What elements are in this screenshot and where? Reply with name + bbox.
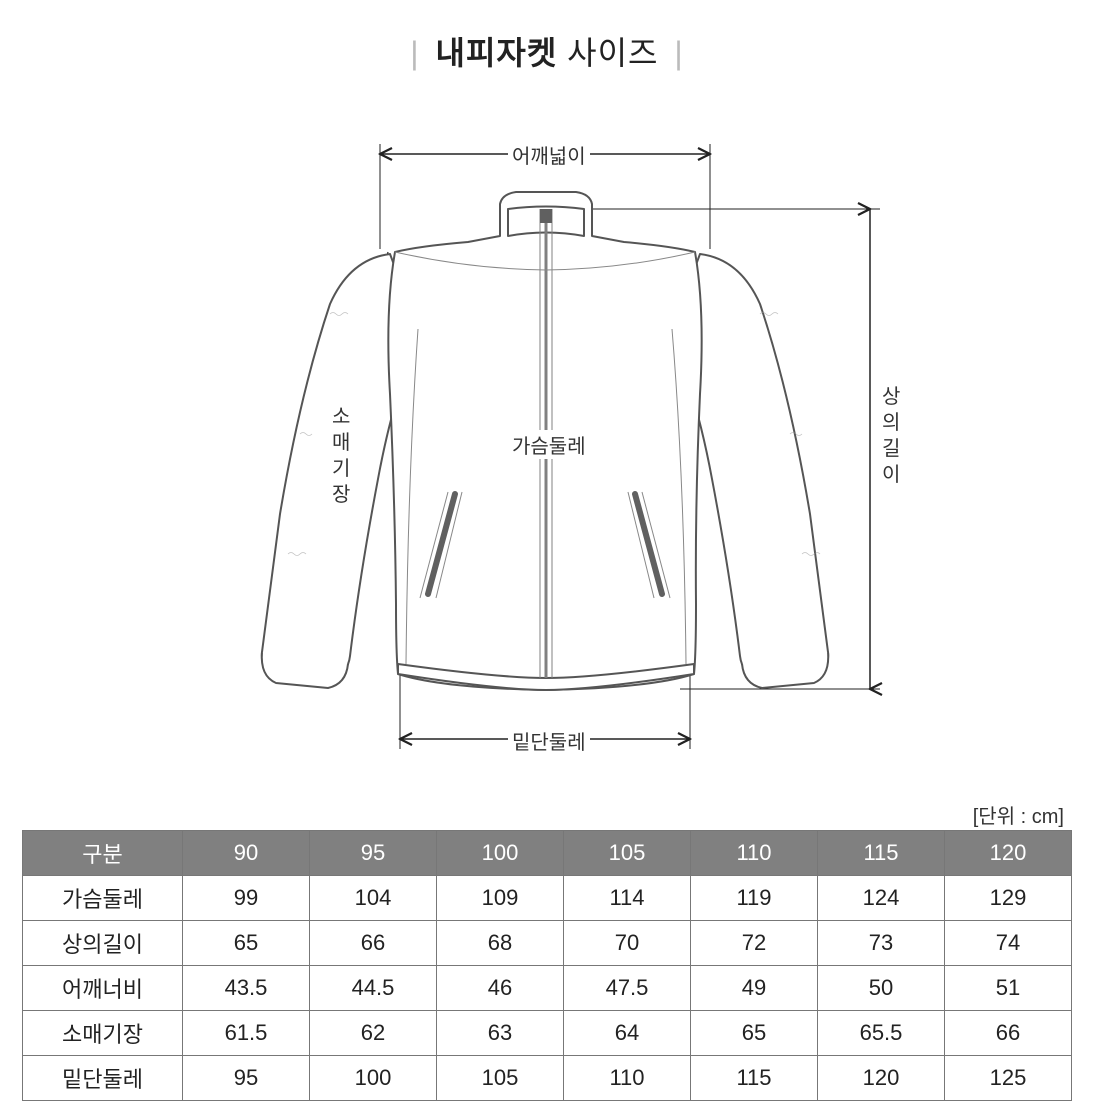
unit-label: [단위 : cm] bbox=[973, 800, 1064, 829]
cell: 66 bbox=[310, 921, 437, 966]
label-length-ch4: 이 bbox=[882, 462, 900, 488]
title-bar-right: | bbox=[668, 35, 689, 71]
cell: 62 bbox=[310, 1011, 437, 1056]
label-length: 상 의 길 이 bbox=[882, 384, 900, 488]
cell: 109 bbox=[437, 876, 564, 921]
cell: 상의길이 bbox=[23, 921, 183, 966]
cell: 47.5 bbox=[564, 966, 691, 1011]
cell: 73 bbox=[818, 921, 945, 966]
cell: 63 bbox=[437, 1011, 564, 1056]
cell: 104 bbox=[310, 876, 437, 921]
title-light: 사이즈 bbox=[567, 35, 658, 71]
table-row: 소매기장 61.5 62 63 64 65 65.5 66 bbox=[23, 1011, 1072, 1056]
label-length-ch2: 의 bbox=[882, 410, 900, 436]
table-row: 가슴둘레 99 104 109 114 119 124 129 bbox=[23, 876, 1072, 921]
cell: 어깨너비 bbox=[23, 966, 183, 1011]
cell: 119 bbox=[691, 876, 818, 921]
cell: 124 bbox=[818, 876, 945, 921]
label-sleeve-ch1: 소 bbox=[332, 404, 350, 430]
size-table: 구분 90 95 100 105 110 115 120 가슴둘레 99 104… bbox=[22, 830, 1072, 1101]
page-title: | 내피자켓 사이즈 | bbox=[0, 0, 1094, 74]
label-hem: 밑단둘레 bbox=[508, 726, 590, 755]
table-body: 가슴둘레 99 104 109 114 119 124 129 상의길이 65 … bbox=[23, 876, 1072, 1101]
label-sleeve-ch4: 장 bbox=[332, 482, 350, 508]
cell: 74 bbox=[945, 921, 1072, 966]
cell: 43.5 bbox=[183, 966, 310, 1011]
cell: 64 bbox=[564, 1011, 691, 1056]
label-sleeve-ch3: 기 bbox=[332, 456, 350, 482]
th-2: 95 bbox=[310, 831, 437, 876]
cell: 65.5 bbox=[818, 1011, 945, 1056]
cell: 68 bbox=[437, 921, 564, 966]
label-chest: 가슴둘레 bbox=[508, 430, 590, 459]
label-length-ch1: 상 bbox=[882, 384, 900, 410]
title-bold: 내피자켓 bbox=[436, 35, 558, 71]
cell: 65 bbox=[691, 1011, 818, 1056]
cell: 99 bbox=[183, 876, 310, 921]
cell: 65 bbox=[183, 921, 310, 966]
th-7: 120 bbox=[945, 831, 1072, 876]
title-bar-left: | bbox=[404, 35, 425, 71]
cell: 49 bbox=[691, 966, 818, 1011]
cell: 114 bbox=[564, 876, 691, 921]
cell: 66 bbox=[945, 1011, 1072, 1056]
cell: 44.5 bbox=[310, 966, 437, 1011]
cell: 소매기장 bbox=[23, 1011, 183, 1056]
cell: 61.5 bbox=[183, 1011, 310, 1056]
label-sleeve: 소 매 기 장 bbox=[332, 404, 350, 508]
cell: 70 bbox=[564, 921, 691, 966]
cell: 129 bbox=[945, 876, 1072, 921]
label-sleeve-ch2: 매 bbox=[332, 430, 350, 456]
table-row: 상의길이 65 66 68 70 72 73 74 bbox=[23, 921, 1072, 966]
cell: 72 bbox=[691, 921, 818, 966]
jacket-diagram: 어깨넓이 가슴둘레 밑단둘레 소 매 기 장 상 의 길 이 bbox=[0, 74, 1094, 774]
table-header-row: 구분 90 95 100 105 110 115 120 bbox=[23, 831, 1072, 876]
th-5: 110 bbox=[691, 831, 818, 876]
th-6: 115 bbox=[818, 831, 945, 876]
cell: 46 bbox=[437, 966, 564, 1011]
cell: 50 bbox=[818, 966, 945, 1011]
table-row: 어깨너비 43.5 44.5 46 47.5 49 50 51 bbox=[23, 966, 1072, 1011]
cell: 51 bbox=[945, 966, 1072, 1011]
th-0: 구분 bbox=[23, 831, 183, 876]
cell: 가슴둘레 bbox=[23, 876, 183, 921]
th-4: 105 bbox=[564, 831, 691, 876]
th-1: 90 bbox=[183, 831, 310, 876]
label-length-ch3: 길 bbox=[882, 436, 900, 462]
th-3: 100 bbox=[437, 831, 564, 876]
label-shoulder: 어깨넓이 bbox=[508, 140, 590, 169]
